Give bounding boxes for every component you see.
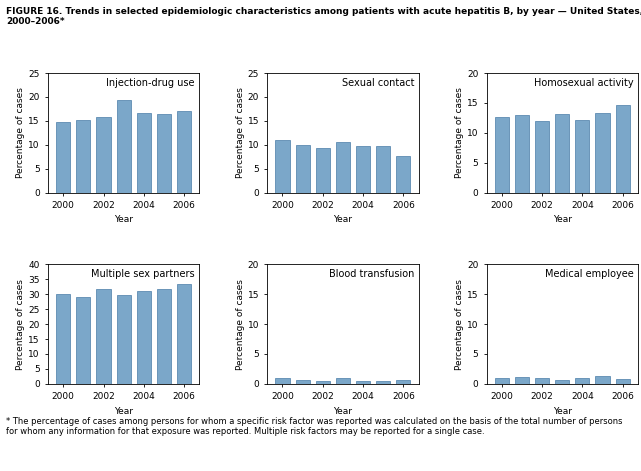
Text: Injection-drug use: Injection-drug use [106,78,195,88]
Bar [595,376,610,384]
Bar [535,121,549,193]
Bar [177,284,191,384]
Bar [296,145,310,193]
Bar [495,379,509,384]
Y-axis label: Percentage of cases: Percentage of cases [236,87,245,178]
Bar [177,111,191,193]
Bar [575,120,590,193]
Bar [555,114,569,193]
Y-axis label: Percentage of cases: Percentage of cases [236,279,245,370]
Bar [137,113,151,193]
Bar [56,122,71,193]
Bar [595,113,610,193]
Bar [276,140,290,193]
Bar [615,379,629,384]
Bar [376,146,390,193]
Bar [157,114,171,193]
Text: Medical employee: Medical employee [544,269,633,279]
Bar [56,294,71,384]
Bar [515,115,529,193]
Bar [555,380,569,384]
Bar [356,146,370,193]
Y-axis label: Percentage of cases: Percentage of cases [17,279,26,370]
Bar [157,289,171,384]
X-axis label: Year: Year [553,407,572,416]
Bar [137,291,151,384]
Bar [117,100,131,193]
Text: Multiple sex partners: Multiple sex partners [91,269,195,279]
Bar [96,289,111,384]
Bar [316,147,330,193]
Bar [76,120,90,193]
Bar [336,142,350,193]
X-axis label: Year: Year [114,407,133,416]
Text: Sexual contact: Sexual contact [342,78,414,88]
Bar [376,382,390,384]
Bar [495,117,509,193]
Bar [615,105,629,193]
X-axis label: Year: Year [333,407,353,416]
Bar [336,379,350,384]
Bar [276,379,290,384]
Bar [356,381,370,384]
Text: Homosexual activity: Homosexual activity [534,78,633,88]
X-axis label: Year: Year [114,215,133,225]
Bar [535,379,549,384]
Bar [96,117,111,193]
Bar [117,295,131,384]
Text: Blood transfusion: Blood transfusion [329,269,414,279]
Y-axis label: Percentage of cases: Percentage of cases [17,87,26,178]
Text: * The percentage of cases among persons for whom a specific risk factor was repo: * The percentage of cases among persons … [6,417,623,436]
Text: FIGURE 16. Trends in selected epidemiologic characteristics among patients with : FIGURE 16. Trends in selected epidemiolo… [6,7,641,26]
Bar [396,380,410,384]
X-axis label: Year: Year [333,215,353,225]
Bar [316,381,330,384]
Y-axis label: Percentage of cases: Percentage of cases [455,279,464,370]
Bar [396,156,410,193]
Bar [296,380,310,384]
Y-axis label: Percentage of cases: Percentage of cases [455,87,464,178]
X-axis label: Year: Year [553,215,572,225]
Bar [575,379,590,384]
Bar [76,297,90,384]
Bar [515,377,529,384]
